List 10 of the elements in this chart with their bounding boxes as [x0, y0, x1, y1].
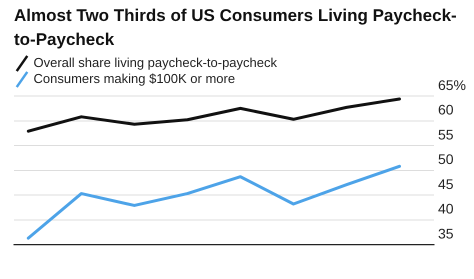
y-tick-label: 55 [438, 126, 454, 142]
legend-label: Overall share living paycheck-to-paycheck [34, 55, 278, 70]
y-tick-label: 45 [438, 176, 454, 192]
chart-title: Almost Two Thirds of US Consumers Living Paycheck-to-Paycheck [14, 5, 458, 51]
y-tick-label: 50 [438, 151, 454, 168]
y-tick-label: 60 [438, 102, 454, 118]
legend-label: Consumers making $100K or more [34, 71, 236, 86]
y-tick-label: 35 [438, 225, 454, 242]
y-tick-label: 40 [438, 200, 454, 217]
y-tick-label: 65% [438, 76, 466, 93]
